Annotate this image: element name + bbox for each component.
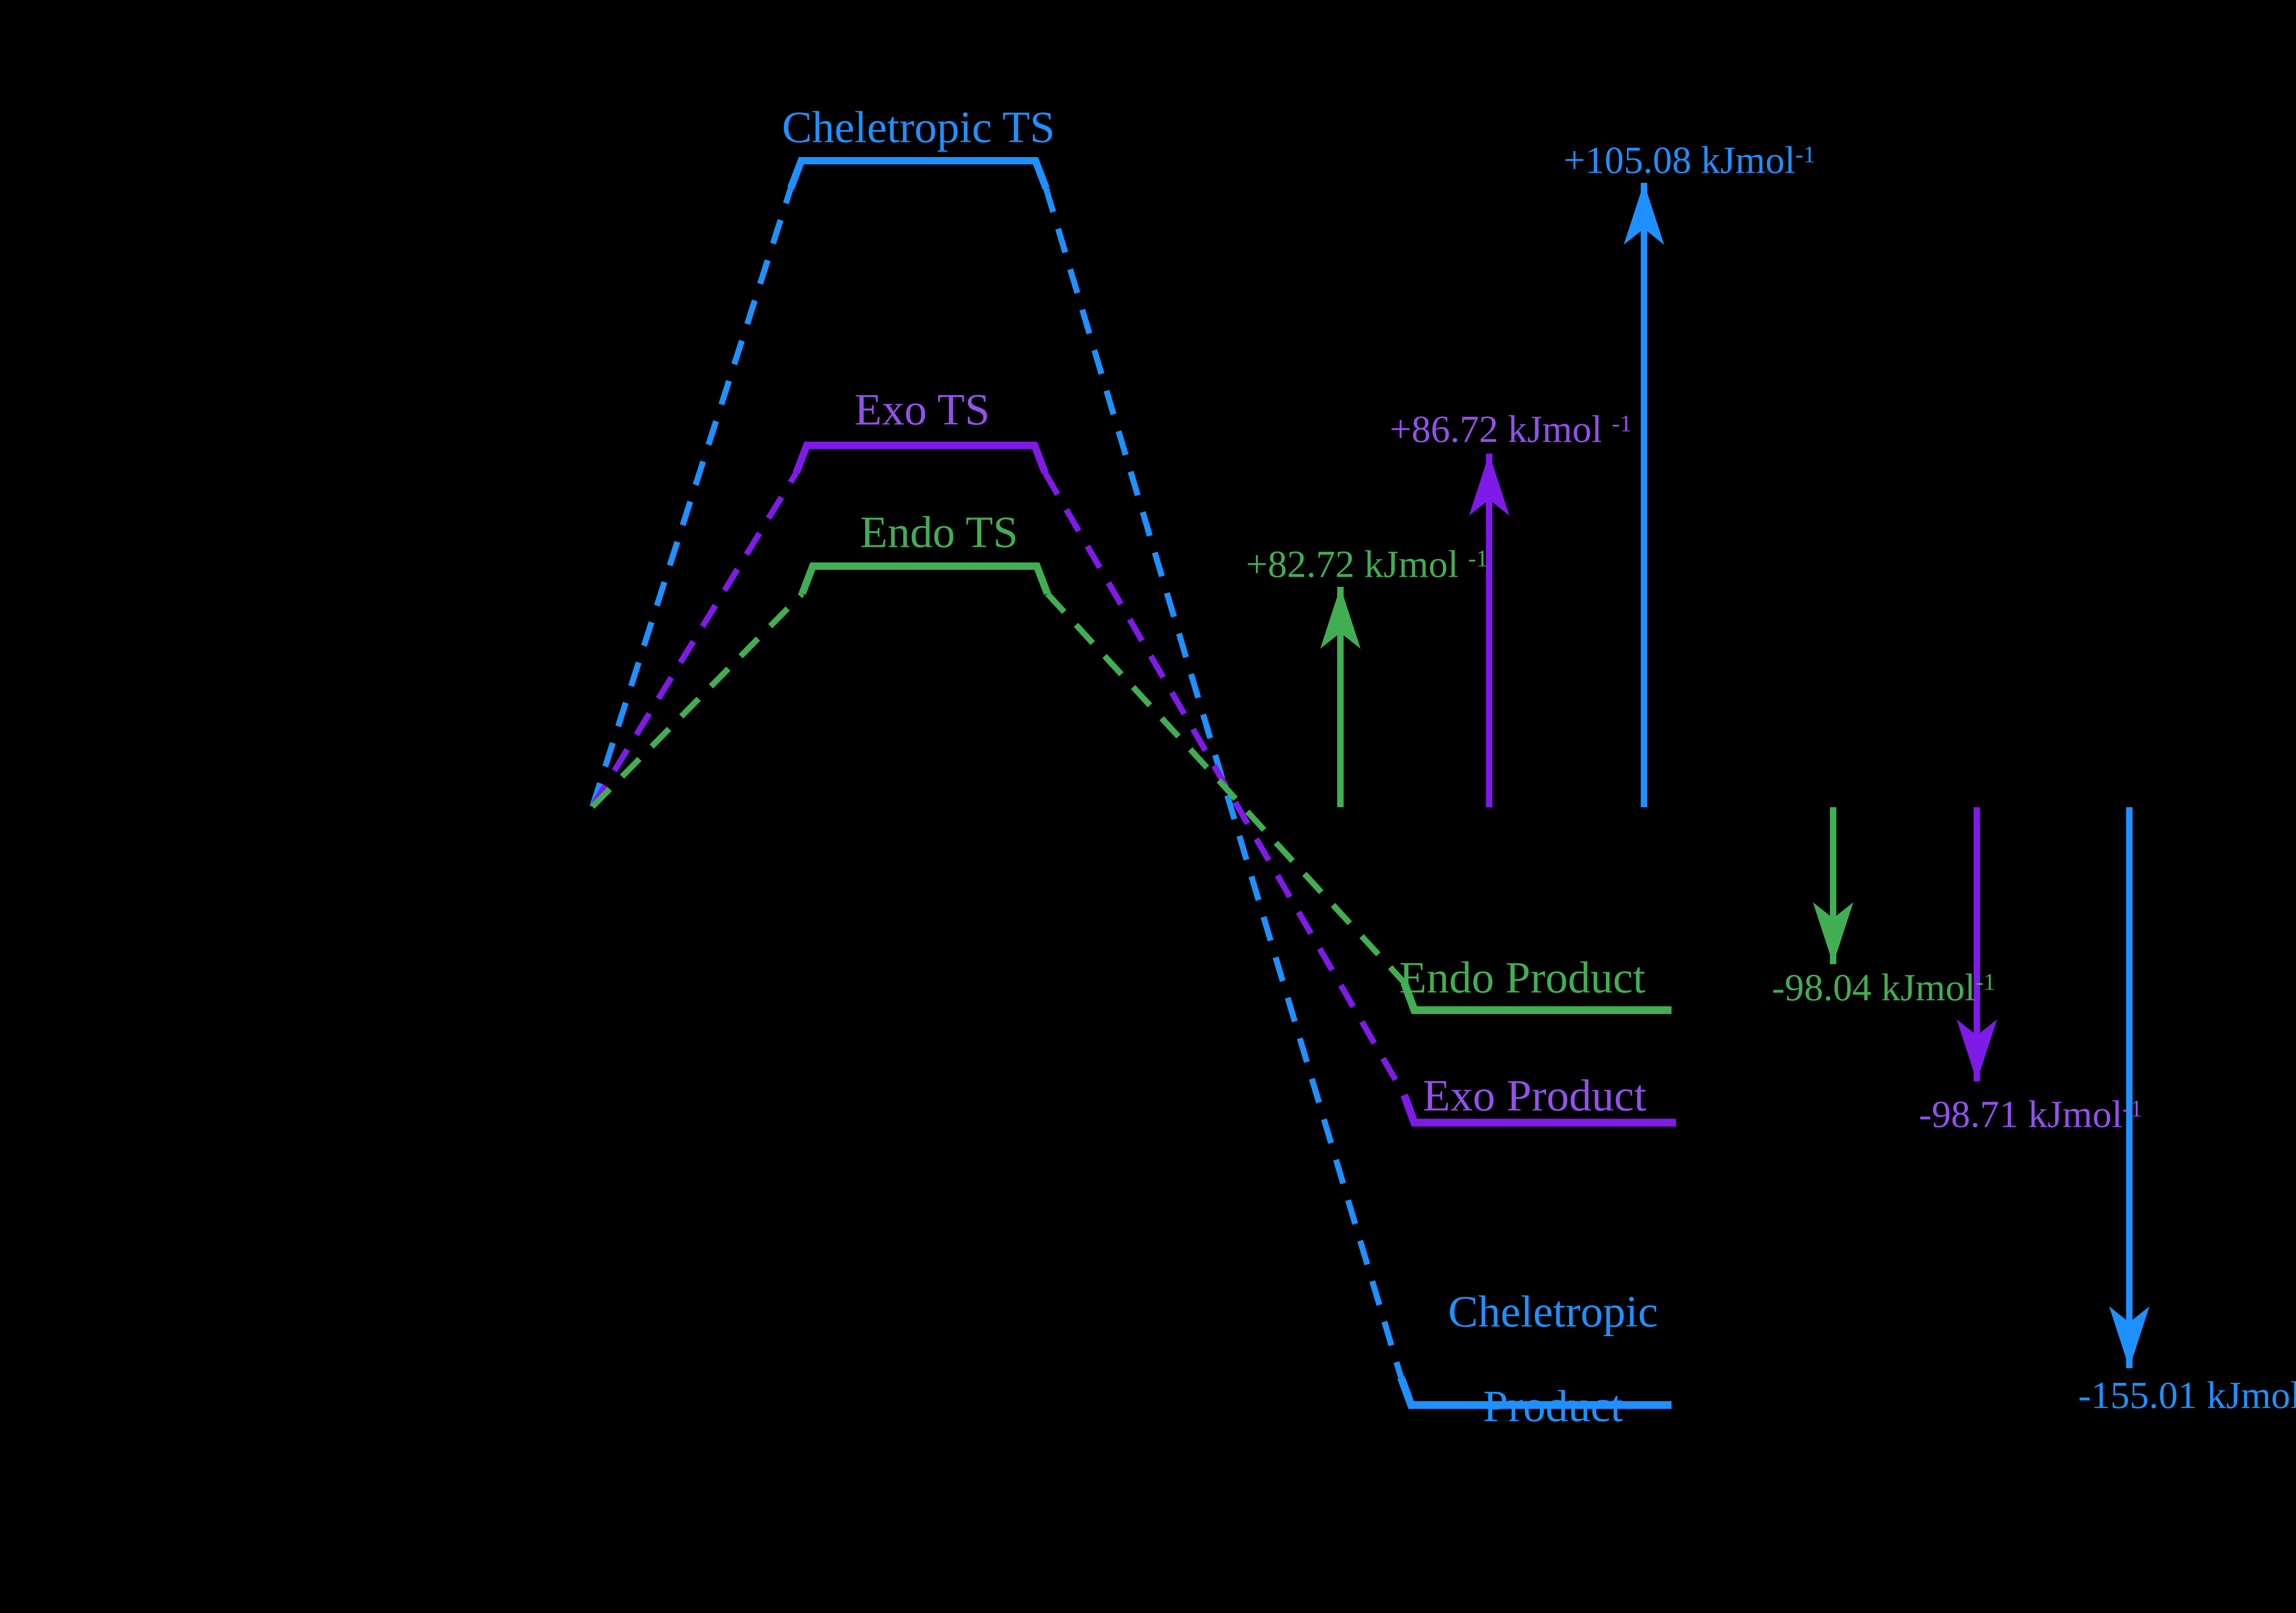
reaction-energy-label-endo: -98.04 kJmol-1 [1772,966,1996,1009]
cheletropic-product-level [1397,1376,1671,1409]
endo-product-level [1401,981,1671,1014]
exo-ts-label: Exo TS [854,385,990,435]
cheletropic-product-label-line2: Product [1483,1381,1623,1431]
reaction-energy-label-exo: -98.71 kJmol-1 [1919,1093,2143,1136]
endo-ts-label: Endo TS [860,507,1018,557]
endo-descent-line [1045,591,1407,985]
cheletropic-descent-line [1043,187,1404,1378]
exo-product-level [1401,1094,1676,1127]
exo-ascent-line [590,471,799,809]
activation-energy-label-endo: +82.72 kJmol -1 [1246,543,1488,586]
cheletropic-ts-level [787,157,1050,190]
endo-product-label: Endo Product [1399,953,1646,1003]
exo-product-label: Exo Product [1423,1071,1647,1121]
endo-ts-level [799,562,1051,595]
cheletropic-product-label: Cheletropic Product [1403,1241,1658,1477]
cheletropic-ts-label: Cheletropic TS [782,102,1055,152]
exo-ts-level [793,442,1049,474]
cheletropic-product-label-line1: Cheletropic [1448,1287,1658,1337]
endo-ascent-line [590,591,805,809]
activation-energy-label-cheletropic: +105.08 kJmol-1 [1563,139,1816,182]
reaction-energy-label-cheletropic: -155.01 kJmol-1 [2078,1374,2296,1417]
cheletropic-ascent-line [589,187,794,808]
activation-energy-label-exo: +86.72 kJmol -1 [1390,408,1632,451]
